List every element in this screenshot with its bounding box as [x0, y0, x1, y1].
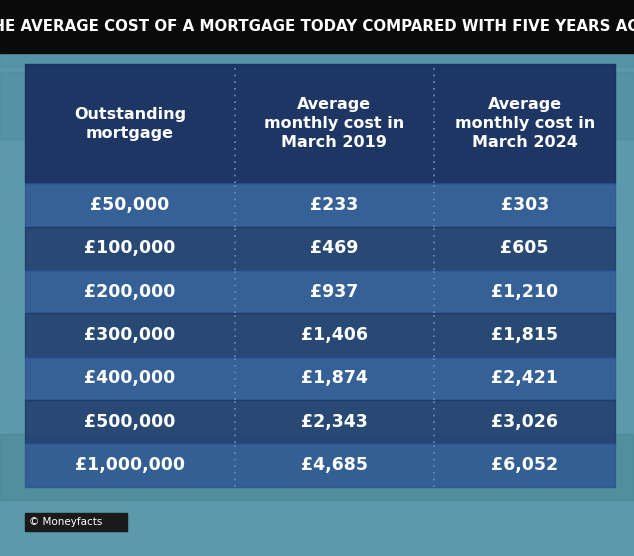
Bar — [25, 356, 615, 400]
Text: £500,000: £500,000 — [84, 413, 176, 430]
Bar — [25, 227, 615, 270]
Bar — [25, 400, 615, 443]
Text: £1,874: £1,874 — [301, 369, 368, 388]
Text: £1,210: £1,210 — [491, 282, 558, 301]
Text: £4,685: £4,685 — [301, 456, 368, 474]
Bar — [0, 156, 634, 222]
Text: £6,052: £6,052 — [491, 456, 558, 474]
Text: © Moneyfacts: © Moneyfacts — [29, 517, 102, 527]
Bar — [25, 270, 615, 314]
Bar — [25, 443, 615, 486]
Bar — [25, 183, 615, 227]
Text: Outstanding
mortgage: Outstanding mortgage — [74, 107, 186, 141]
Text: £1,406: £1,406 — [301, 326, 368, 344]
Text: £300,000: £300,000 — [84, 326, 176, 344]
Text: £400,000: £400,000 — [84, 369, 176, 388]
Bar — [0, 434, 634, 500]
Text: £2,421: £2,421 — [491, 369, 558, 388]
Bar — [25, 314, 615, 356]
Text: THE AVERAGE COST OF A MORTGAGE TODAY COMPARED WITH FIVE YEARS AGO: THE AVERAGE COST OF A MORTGAGE TODAY COM… — [0, 19, 634, 34]
Bar — [0, 0, 634, 67]
Text: £100,000: £100,000 — [84, 240, 176, 257]
Text: £233: £233 — [310, 196, 359, 214]
Text: £3,026: £3,026 — [491, 413, 558, 430]
Text: £1,000,000: £1,000,000 — [75, 456, 185, 474]
Text: £303: £303 — [500, 196, 549, 214]
Bar — [25, 64, 615, 183]
Text: £937: £937 — [310, 282, 359, 301]
Text: £50,000: £50,000 — [90, 196, 170, 214]
Text: £1,815: £1,815 — [491, 326, 558, 344]
Text: £605: £605 — [500, 240, 549, 257]
Bar — [0, 72, 634, 139]
Bar — [0, 0, 634, 53]
Bar — [25, 513, 127, 531]
Text: £200,000: £200,000 — [84, 282, 176, 301]
Text: £2,343: £2,343 — [301, 413, 368, 430]
Text: £469: £469 — [310, 240, 359, 257]
Text: Average
monthly cost in
March 2024: Average monthly cost in March 2024 — [455, 97, 595, 151]
Text: Average
monthly cost in
March 2019: Average monthly cost in March 2019 — [264, 97, 404, 151]
